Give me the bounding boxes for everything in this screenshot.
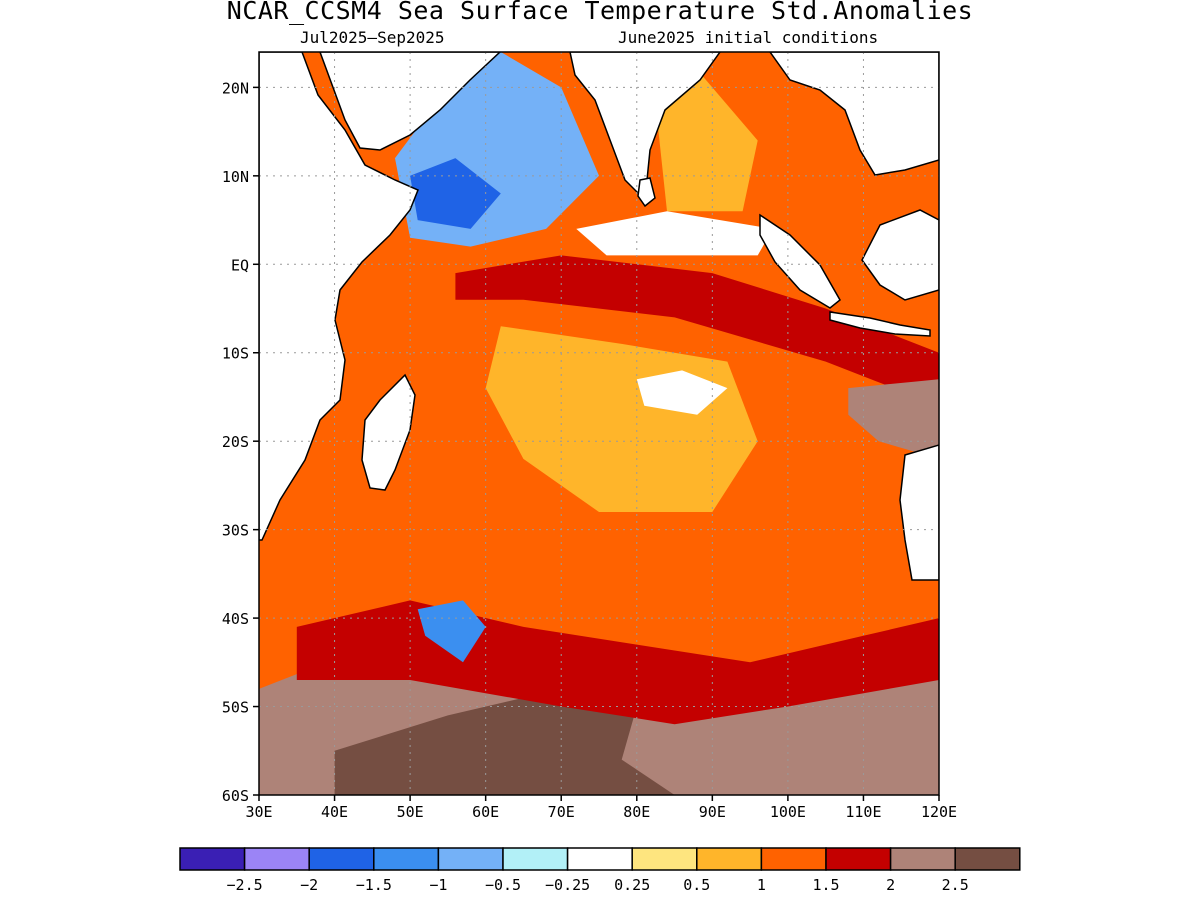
colorbar-swatch	[243, 847, 310, 871]
colorbar-label: −0.5	[485, 876, 521, 894]
map-gridlines	[259, 52, 939, 795]
colorbar-label: 1	[757, 876, 766, 894]
anomaly-region-central-indian-neutral	[636, 370, 728, 415]
lat-tick-label: 20S	[222, 433, 249, 451]
lat-tick-label: 20N	[222, 79, 249, 97]
colorbar-label: 1.5	[812, 876, 839, 894]
colorbar-swatch	[889, 847, 956, 871]
colorbar-swatch	[179, 847, 246, 871]
africa-landmass	[259, 52, 419, 541]
lon-tick-label: 90E	[699, 803, 726, 821]
colorbar-label: 2.5	[942, 876, 969, 894]
anomaly-region-southern-ocean-core	[334, 688, 675, 795]
anomaly-region-south-central-cool	[417, 600, 486, 663]
madagascar-landmass	[361, 373, 416, 491]
colorbar-swatch	[954, 847, 1021, 871]
lat-tick-label: 10N	[222, 168, 249, 186]
colorbar-label: −1	[429, 876, 447, 894]
forecast-period: Jul2025–Sep2025	[300, 28, 445, 47]
sri-lanka-landmass	[637, 177, 656, 208]
lat-tick-label: EQ	[231, 256, 249, 274]
lon-tick-label: 40E	[321, 803, 348, 821]
colorbar-swatch	[696, 847, 763, 871]
lat-tick-label: 10S	[222, 345, 249, 363]
colorbar-swatch	[566, 847, 633, 871]
colorbar-swatch	[373, 847, 440, 871]
anomaly-region-bay-of-bengal-warm	[651, 69, 758, 212]
lat-tick-label: 40S	[222, 610, 249, 628]
borneo-landmass	[861, 209, 939, 301]
anomaly-region-bay-of-bengal-neutral	[576, 211, 773, 256]
colorbar-swatch	[308, 847, 375, 871]
sumatra-landmass	[759, 213, 841, 309]
lat-tick-label: 60S	[222, 787, 249, 805]
colorbar-label: −2.5	[227, 876, 263, 894]
colorbar-label: −2	[300, 876, 318, 894]
lat-tick-label: 30S	[222, 522, 249, 540]
chart-title: NCAR_CCSM4 Sea Surface Temperature Std.A…	[226, 0, 974, 25]
australia-landmass	[899, 444, 939, 581]
colorbar-swatch	[502, 847, 569, 871]
indochina-landmass	[769, 52, 939, 176]
lat-tick-label: 50S	[222, 699, 249, 717]
lon-tick-label: 60E	[472, 803, 499, 821]
lon-tick-label: 30E	[245, 803, 272, 821]
anomaly-region-australia-west-brown	[848, 379, 939, 459]
colorbar-swatch	[437, 847, 504, 871]
colorbar-label: 0.5	[683, 876, 710, 894]
lon-tick-label: 50E	[397, 803, 424, 821]
lon-tick-label: 100E	[770, 803, 806, 821]
colorbar-label: 2	[886, 876, 895, 894]
anomaly-region-somali-cold-core	[410, 158, 501, 229]
map-frame	[258, 51, 940, 796]
colorbar-label: −1.5	[356, 876, 392, 894]
initial-conditions: June2025 initial conditions	[618, 28, 879, 47]
colorbar-swatch	[760, 847, 827, 871]
java-landmass	[829, 311, 931, 337]
lon-tick-label: 110E	[845, 803, 881, 821]
colorbar-swatch	[825, 847, 892, 871]
anomaly-region-equatorial-red-band	[455, 255, 939, 406]
lon-tick-label: 120E	[921, 803, 957, 821]
land-masks	[259, 52, 939, 581]
colorbar-label: −0.25	[545, 876, 590, 894]
anomaly-region-central-indian-warm	[485, 326, 758, 512]
lon-tick-label: 70E	[548, 803, 575, 821]
lon-tick-label: 80E	[623, 803, 650, 821]
colorbar-label: 0.25	[614, 876, 650, 894]
colorbar-swatch	[631, 847, 698, 871]
colorbar	[179, 847, 1021, 871]
